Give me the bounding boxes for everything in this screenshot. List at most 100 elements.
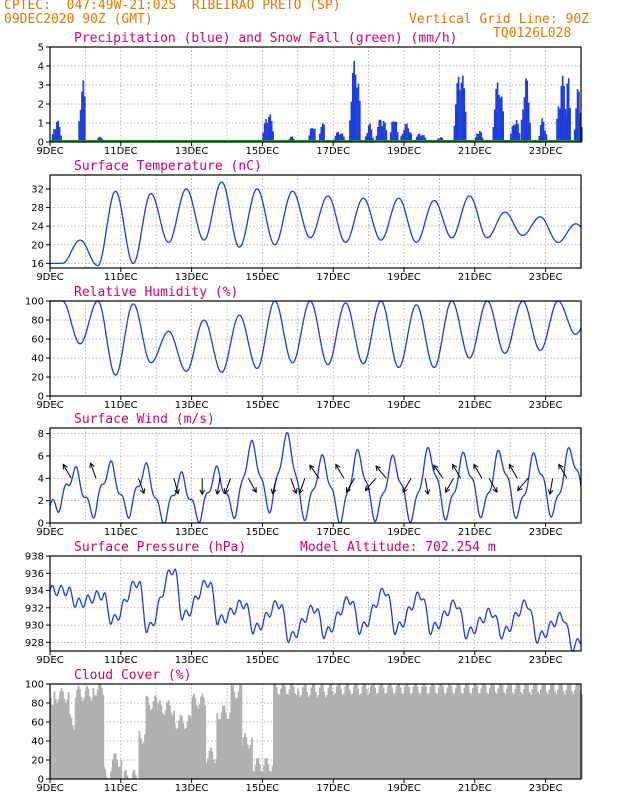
- precip-bar: [557, 106, 560, 142]
- cloud-bar: [497, 688, 500, 779]
- cloud-bar: [462, 693, 464, 779]
- cloud-bar: [307, 697, 310, 779]
- cloud-bar: [202, 697, 205, 779]
- cloud-bar: [404, 686, 406, 779]
- cloud-bar: [416, 686, 419, 779]
- cloud-bar: [515, 684, 518, 779]
- cloud-bar: [394, 693, 396, 779]
- precip-bar: [57, 120, 60, 142]
- wind-arrow: [452, 464, 462, 479]
- cloud-bar: [505, 688, 508, 779]
- x-tick-label: 9DEC: [36, 783, 63, 794]
- cloud-bar: [180, 716, 183, 779]
- precip-bar: [58, 126, 61, 142]
- cloud-bar: [204, 705, 207, 779]
- x-tick-label: 11DEC: [104, 400, 138, 411]
- x-tick-label: 17DEC: [316, 272, 350, 283]
- cloud-bar: [261, 771, 264, 779]
- cloud-bar: [576, 684, 579, 779]
- cloud-bar: [326, 695, 328, 779]
- cloud-bar: [185, 727, 188, 779]
- cloud-bar: [395, 686, 398, 779]
- cloud-bar: [535, 684, 538, 779]
- cloud-bar: [488, 688, 491, 779]
- cloud-bar: [513, 694, 515, 779]
- header-grid-line: Vertical Grid Line: 90Z: [409, 12, 590, 27]
- cloud-bar: [236, 698, 239, 779]
- panel-temp: Surface Temperature (nC) 16 20 24 28 32 9DEC 11…: [31, 159, 582, 283]
- precip-bar: [385, 130, 388, 142]
- precip-bar: [417, 134, 420, 142]
- cloud-bar: [178, 720, 180, 779]
- precip-bar: [263, 123, 266, 142]
- cloud-bar: [323, 691, 326, 779]
- x-tick-label: 21DEC: [458, 655, 492, 666]
- x-tick-label: 17DEC: [316, 527, 350, 538]
- wind-arrow: [433, 464, 444, 479]
- precip-bar: [545, 134, 548, 142]
- cloud-bar: [401, 693, 403, 779]
- cloud-bar: [471, 687, 474, 779]
- precip-bar: [496, 82, 499, 142]
- cloud-bar: [498, 684, 501, 779]
- cloud-bar: [77, 685, 80, 779]
- cloud-bar: [280, 688, 282, 779]
- x-tick-label: 19DEC: [387, 783, 421, 794]
- cloud-bar: [245, 737, 248, 779]
- precip-bar: [365, 136, 367, 142]
- precip-bar: [262, 132, 264, 142]
- cloud-bar: [443, 693, 446, 779]
- cloud-bar: [73, 729, 76, 779]
- panel-frame-wind: [49, 427, 582, 524]
- wind-arrow: [517, 477, 529, 491]
- precip-bar: [525, 78, 527, 142]
- cloud-bar: [520, 692, 522, 779]
- panel-frame-pres: [49, 555, 582, 652]
- cloud-bar: [364, 684, 367, 779]
- wind-arrow-head: [89, 462, 95, 469]
- precip-bar: [312, 128, 315, 142]
- precip-bar: [367, 125, 370, 142]
- cloud-bar: [313, 684, 316, 779]
- wind-arrow-head: [558, 463, 564, 470]
- cloud-bar: [541, 684, 544, 779]
- cloud-bar: [474, 684, 477, 779]
- precip-bar: [424, 137, 427, 142]
- cloud-bar: [139, 738, 142, 779]
- precip-bar: [563, 86, 565, 142]
- cloud-bar: [538, 694, 541, 779]
- precip-bar: [456, 83, 458, 142]
- cloud-bar: [486, 692, 488, 779]
- cloud-bar: [368, 692, 371, 779]
- y-tick-label: 80: [31, 316, 44, 327]
- cloud-bar: [511, 692, 514, 779]
- cloud-bar: [229, 712, 231, 779]
- cloud-bar: [370, 685, 372, 779]
- x-tick-label: 9DEC: [36, 527, 63, 538]
- cloud-bar: [200, 696, 202, 779]
- precip-bar: [98, 136, 101, 142]
- wind-arrow: [424, 478, 429, 495]
- x-tick-label: 9DEC: [36, 272, 63, 283]
- y-tick-label: 20: [31, 756, 44, 767]
- cloud-bar: [214, 762, 217, 779]
- cloud-bar: [100, 687, 103, 779]
- cloud-bar: [148, 704, 151, 779]
- x-tick-label: 15DEC: [246, 146, 280, 157]
- cloud-bar: [328, 684, 331, 779]
- wind-arrow: [445, 478, 454, 493]
- cloud-bar: [420, 686, 423, 779]
- x-tick-label: 15DEC: [246, 783, 280, 794]
- cloud-bar: [50, 698, 52, 779]
- cloud-bar: [388, 684, 391, 779]
- precip-bar: [421, 134, 424, 142]
- cloud-bar: [248, 748, 251, 779]
- x-tick-label: 23DEC: [529, 655, 563, 666]
- cloud-bar: [191, 696, 194, 779]
- precip-bar: [357, 83, 360, 142]
- cloud-bar: [274, 684, 277, 779]
- cloud-bar: [549, 684, 552, 779]
- y-tick-label: 4: [38, 474, 44, 485]
- panel-frame-precip: [49, 46, 582, 143]
- precip-bar: [378, 119, 381, 142]
